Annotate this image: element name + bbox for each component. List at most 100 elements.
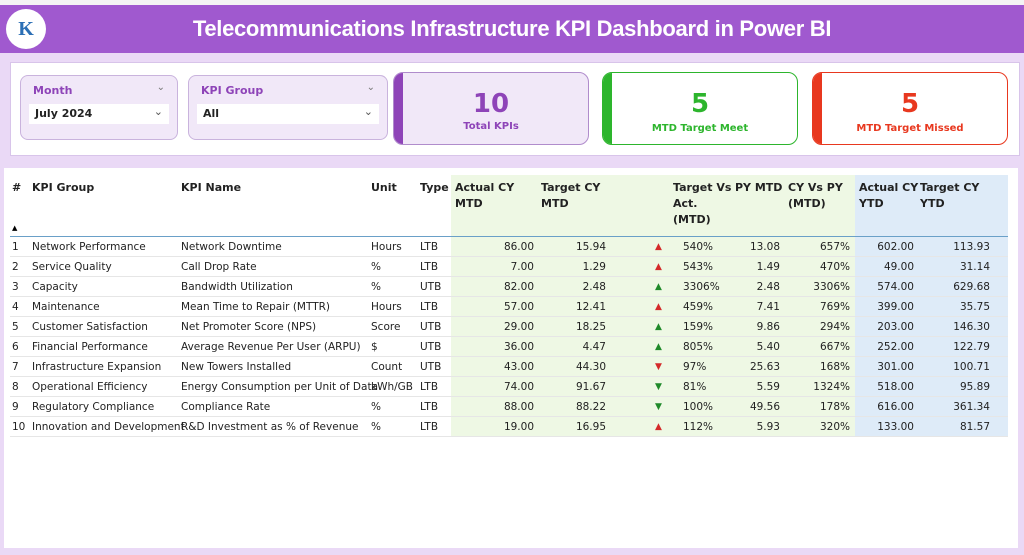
column-header[interactable]: Target CY MTD	[541, 181, 601, 210]
arrow-up-icon: ▲	[655, 322, 662, 332]
table-cell: 3	[12, 281, 19, 293]
mtd-column-band	[451, 175, 855, 436]
card-label: MTD Target Meet	[651, 123, 749, 134]
table-cell: 168%	[819, 361, 850, 373]
card-accent	[813, 73, 822, 144]
table-cell: 36.00	[503, 341, 534, 353]
table-cell: 5.93	[756, 421, 780, 433]
table-cell: 5.40	[756, 341, 780, 353]
table-cell: 6	[12, 341, 19, 353]
table-cell: 667%	[819, 341, 850, 353]
table-cell: 4.47	[582, 341, 606, 353]
month-dropdown[interactable]: July 2024 ⌄	[29, 104, 169, 124]
column-header[interactable]: Unit	[371, 181, 397, 194]
table-cell: 49.00	[883, 261, 914, 273]
column-header[interactable]: Actual CY MTD	[455, 181, 515, 210]
month-label: Month	[33, 84, 73, 97]
table-cell: 3306%	[813, 281, 850, 293]
table-cell: 44.30	[575, 361, 606, 373]
header-bar: K Telecommunications Infrastructure KPI …	[0, 5, 1024, 53]
column-header[interactable]: CY Vs PY (MTD)	[788, 181, 843, 210]
chevron-down-icon[interactable]: ⌄	[156, 82, 165, 93]
table-cell: New Towers Installed	[181, 361, 292, 373]
column-header[interactable]: PY MTD	[735, 181, 783, 194]
table-cell: Hours	[371, 301, 402, 313]
arrow-up-icon: ▲	[655, 342, 662, 352]
table-cell: 113.93	[953, 241, 990, 253]
arrow-up-icon: ▲	[655, 422, 662, 432]
table-cell: LTB	[420, 261, 439, 273]
table-cell: 95.89	[959, 381, 990, 393]
table-cell: Financial Performance	[32, 341, 148, 353]
sort-ascending-icon[interactable]: ▲	[12, 224, 18, 232]
table-cell: 88.22	[575, 401, 606, 413]
table-row[interactable]: 4 Maintenance Mean Time to Repair (MTTR) Ho…	[10, 297, 1008, 317]
column-header[interactable]: KPI Name	[181, 181, 242, 194]
column-header[interactable]: #	[12, 181, 22, 194]
table-cell: 74.00	[503, 381, 534, 393]
arrow-up-icon: ▲	[655, 242, 662, 252]
table-cell: Operational Efficiency	[32, 381, 148, 393]
kpi-group-slicer[interactable]: KPI Group ⌄ All ⌄	[188, 75, 388, 140]
table-cell: 82.00	[503, 281, 534, 293]
table-cell: 13.08	[749, 241, 780, 253]
kpi-group-dropdown[interactable]: All ⌄	[197, 104, 379, 124]
table-cell: %	[371, 421, 381, 433]
table-cell: LTB	[420, 421, 439, 433]
table-cell: 10	[12, 421, 26, 433]
table-row[interactable]: 1 Network Performance Network Downtime Hour…	[10, 237, 1008, 257]
table-cell: Maintenance	[32, 301, 100, 313]
month-slicer[interactable]: Month ⌄ July 2024 ⌄	[20, 75, 178, 140]
table-cell: 320%	[819, 421, 850, 433]
table-row[interactable]: 2 Service Quality Call Drop Rate% LTB 7.00 1.…	[10, 257, 1008, 277]
table-cell: 203.00	[877, 321, 914, 333]
table-cell: 543%	[683, 261, 714, 273]
table-row[interactable]: 3 Capacity Bandwidth Utilization% UTB 82.00 2…	[10, 277, 1008, 297]
table-row[interactable]: 6 Financial Performance Average Revenue Pe…	[10, 337, 1008, 357]
column-header[interactable]: Target Vs Act. (MTD)	[673, 181, 732, 226]
table-cell: Call Drop Rate	[181, 261, 257, 273]
table-cell: 100%	[683, 401, 714, 413]
table-row[interactable]: 10 Innovation and Development R&D Investme…	[10, 417, 1008, 437]
column-header[interactable]: Target CY YTD	[920, 181, 980, 210]
column-header[interactable]: Actual CY YTD	[859, 181, 919, 210]
chevron-down-icon[interactable]: ⌄	[366, 82, 375, 93]
table-cell: Capacity	[32, 281, 78, 293]
table-cell: 8	[12, 381, 19, 393]
table-cell: Network Downtime	[181, 241, 282, 253]
table-cell: 5.59	[756, 381, 780, 393]
ytd-column-band	[855, 175, 1008, 436]
table-cell: 15.94	[575, 241, 606, 253]
card-accent	[394, 73, 403, 144]
table-cell: 459%	[683, 301, 714, 313]
total-kpis-card: 10 Total KPIs	[393, 72, 589, 145]
table-row[interactable]: 8 Operational Efficiency Energy Consumptio…	[10, 377, 1008, 397]
arrow-down-icon: ▼	[655, 402, 662, 412]
card-value: 10	[472, 89, 510, 119]
table-cell: kWh/GB	[371, 381, 413, 393]
table-cell: Energy Consumption per Unit of Data	[181, 381, 378, 393]
table-cell: 18.25	[575, 321, 606, 333]
table-cell: 88.00	[503, 401, 534, 413]
table-cell: Customer Satisfaction	[32, 321, 148, 333]
card-value: 5	[900, 89, 920, 119]
table-row[interactable]: 7 Infrastructure Expansion New Towers Inst…	[10, 357, 1008, 377]
table-cell: %	[371, 281, 381, 293]
table-cell: 146.30	[953, 321, 990, 333]
table-cell: 122.79	[953, 341, 990, 353]
table-cell: 1	[12, 241, 19, 253]
table-cell: 35.75	[959, 301, 990, 313]
table-cell: UTB	[420, 361, 442, 373]
table-cell: Count	[371, 361, 403, 373]
table-cell: 602.00	[877, 241, 914, 253]
column-header[interactable]: KPI Group	[32, 181, 95, 194]
table-row[interactable]: 5 Customer Satisfaction Net Promoter Score…	[10, 317, 1008, 337]
table-row[interactable]: 9 Regulatory Compliance Compliance Rate% LT…	[10, 397, 1008, 417]
arrow-down-icon: ▼	[655, 362, 662, 372]
table-cell: 5	[12, 321, 19, 333]
column-header[interactable]: Type	[420, 181, 449, 194]
table-cell: 7	[12, 361, 19, 373]
table-cell: 2	[12, 261, 19, 273]
table-cell: Bandwidth Utilization	[181, 281, 293, 293]
table-cell: Average Revenue Per User (ARPU)	[181, 341, 361, 353]
